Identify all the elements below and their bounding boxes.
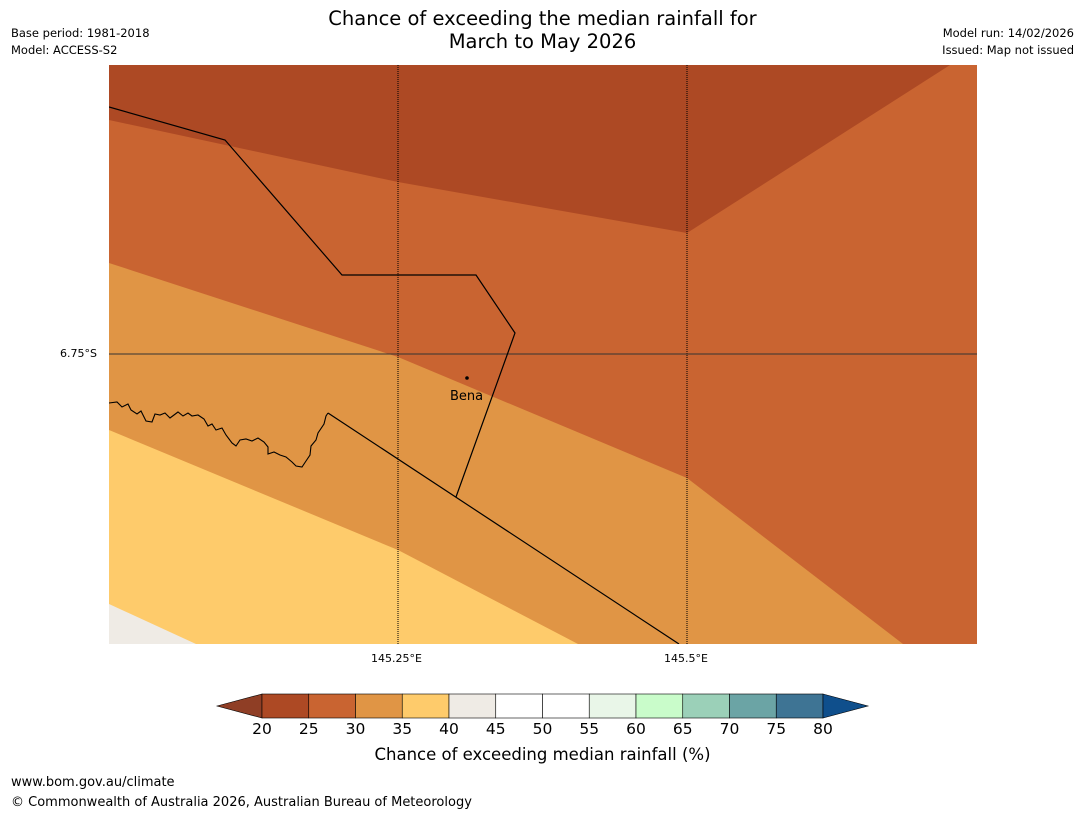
colorbar <box>215 693 870 719</box>
colorbar-tick-20: 20 <box>252 720 272 738</box>
colorbar-cell-75_80 <box>775 693 824 719</box>
colorbar-tick-50: 50 <box>532 720 553 738</box>
colorbar-cell-35_40 <box>401 693 450 719</box>
colorbar-tick-75: 75 <box>766 720 787 738</box>
map-title: Chance of exceeding the median rainfall … <box>0 7 1085 53</box>
band-20-25 <box>109 65 950 233</box>
issued-status: Issued: Map not issued <box>942 43 1074 57</box>
river-line <box>109 401 329 468</box>
colorbar-arrow-low <box>215 693 263 719</box>
colorbar-tick-35: 35 <box>392 720 413 738</box>
longitude-label-145-5: 145.5°E <box>664 652 708 665</box>
footer-copyright: © Commonwealth of Australia 2026, Austra… <box>11 795 472 810</box>
base-period: Base period: 1981-2018 <box>11 26 150 40</box>
colorbar-tick-30: 30 <box>345 720 366 738</box>
meta-right: Model run: 14/02/2026 Issued: Map not is… <box>942 25 1074 59</box>
colorbar-tick-25: 25 <box>298 720 319 738</box>
colorbar-arrow-high <box>822 693 870 719</box>
bena-marker <box>465 376 469 380</box>
title-line-1: Chance of exceeding the median rainfall … <box>328 7 757 30</box>
colorbar-cell-70_75 <box>729 693 777 719</box>
colorbar-tick-65: 65 <box>672 720 693 738</box>
colorbar-cell-25_30 <box>308 693 356 719</box>
band-40-45 <box>109 604 196 644</box>
colorbar-cell-60_65 <box>635 693 684 719</box>
rainfall-map <box>109 65 977 644</box>
model-run: Model run: 14/02/2026 <box>942 26 1074 40</box>
province-boundary <box>109 106 516 498</box>
colorbar-cell-50_55 <box>542 693 590 719</box>
place-label-bena: Bena <box>450 389 484 404</box>
band-35-40 <box>109 430 578 644</box>
footer-url[interactable]: www.bom.gov.au/climate <box>11 775 175 790</box>
title-line-2: March to May 2026 <box>448 30 637 53</box>
colorbar-cell-55_60 <box>588 693 637 719</box>
model-name: Model: ACCESS-S2 <box>11 43 118 57</box>
colorbar-cell-20_25 <box>261 693 310 719</box>
colorbar-tick-60: 60 <box>626 720 646 738</box>
colorbar-cell-30_35 <box>355 693 403 719</box>
colorbar-cell-45_50 <box>495 693 543 719</box>
colorbar-label: Chance of exceeding median rainfall (%) <box>374 745 711 764</box>
meta-left: Base period: 1981-2018 Model: ACCESS-S2 <box>11 25 150 59</box>
colorbar-tick-70: 70 <box>719 720 740 738</box>
longitude-label-145-25: 145.25°E <box>371 652 422 665</box>
colorbar-tick-55: 55 <box>579 720 600 738</box>
colorbar-cell-40_45 <box>448 693 497 719</box>
colorbar-tick-45: 45 <box>485 720 506 738</box>
province-boundary-south <box>327 412 680 644</box>
colorbar-cell-65_70 <box>682 693 730 719</box>
colorbar-tick-40: 40 <box>439 720 459 738</box>
colorbar-tick-80: 80 <box>813 720 833 738</box>
latitude-label: 6.75°S <box>60 347 97 360</box>
